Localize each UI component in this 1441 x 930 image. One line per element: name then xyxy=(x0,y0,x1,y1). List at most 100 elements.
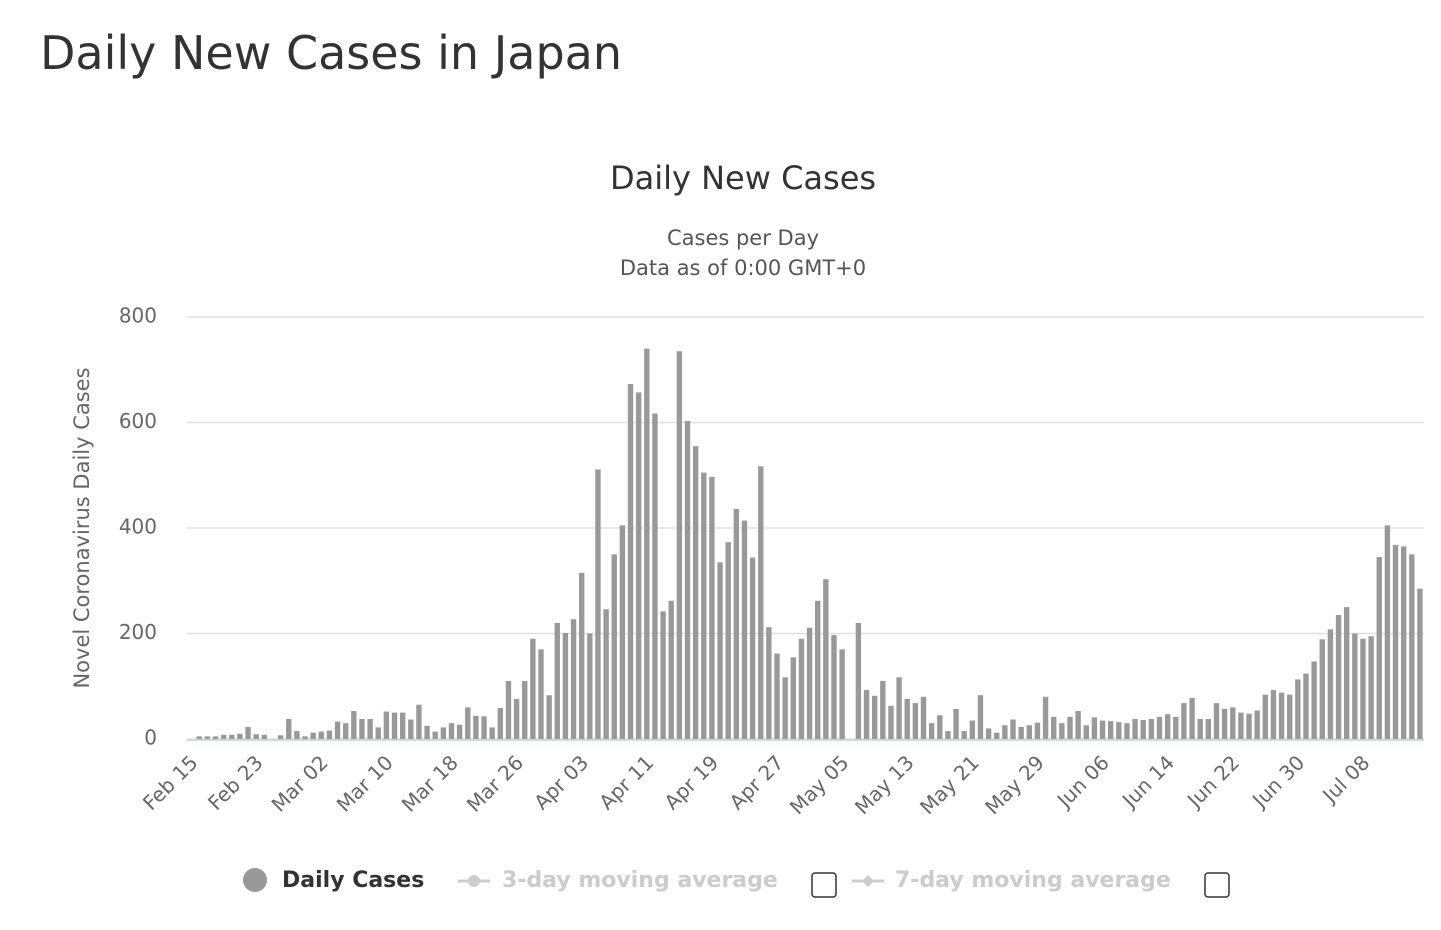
checkbox[interactable] xyxy=(1204,872,1230,898)
bar xyxy=(253,734,259,739)
bar xyxy=(1230,707,1236,739)
bar xyxy=(1344,607,1350,739)
bar xyxy=(424,725,430,739)
bar xyxy=(1132,718,1138,739)
bar xyxy=(1173,716,1179,739)
bar xyxy=(619,525,626,739)
x-tick-label: Jun 22 xyxy=(1181,750,1244,813)
bar xyxy=(1205,718,1212,739)
bar xyxy=(212,736,219,739)
bar xyxy=(896,677,902,739)
bar xyxy=(440,727,447,739)
bar xyxy=(1156,716,1163,739)
bar xyxy=(1181,703,1187,739)
checkbox[interactable] xyxy=(811,872,837,898)
x-tick-label: Feb 23 xyxy=(203,750,268,815)
y-tick-label: 600 xyxy=(119,409,157,433)
bar xyxy=(1295,679,1301,739)
bar xyxy=(1124,723,1130,739)
bar xyxy=(815,600,821,739)
x-tick-label: May 21 xyxy=(915,750,984,819)
chart-subtitle: Data as of 0:00 GMT+0 xyxy=(620,256,866,280)
bar xyxy=(961,731,967,739)
bar xyxy=(855,622,862,739)
bar xyxy=(823,579,829,739)
bar xyxy=(1107,721,1114,739)
bar xyxy=(302,736,308,739)
bar xyxy=(831,635,837,739)
bar xyxy=(880,680,886,739)
legend-label[interactable]: 3-day moving average xyxy=(502,868,778,893)
y-axis-label: Novel Coronavirus Daily Cases xyxy=(70,367,94,688)
bar xyxy=(969,720,976,739)
bar xyxy=(627,383,634,739)
bar xyxy=(1270,689,1277,739)
legend-marker[interactable] xyxy=(862,875,874,887)
legend-marker[interactable] xyxy=(468,875,480,887)
bar xyxy=(709,476,715,739)
x-tick-label: Apr 11 xyxy=(594,750,658,814)
bar xyxy=(375,727,381,739)
bar xyxy=(1376,557,1382,739)
bar xyxy=(351,711,357,739)
bar xyxy=(538,649,544,739)
bar xyxy=(1164,714,1171,739)
bar xyxy=(1067,716,1073,739)
bar xyxy=(863,689,870,739)
bar xyxy=(806,627,813,739)
x-tick-label: Apr 19 xyxy=(659,750,723,814)
bar xyxy=(570,619,577,739)
bar xyxy=(448,723,455,739)
bar xyxy=(1352,633,1358,739)
legend-label[interactable]: 7-day moving average xyxy=(895,868,1171,893)
bar xyxy=(937,715,943,739)
bar xyxy=(1034,722,1041,739)
bar xyxy=(1083,725,1089,739)
bar xyxy=(1075,711,1081,739)
bar xyxy=(220,734,227,739)
bar xyxy=(912,703,919,739)
bar xyxy=(237,733,243,739)
bar xyxy=(513,698,520,739)
x-tick-label: Mar 02 xyxy=(267,750,333,816)
bar xyxy=(774,653,780,739)
bar xyxy=(1026,725,1032,739)
bar xyxy=(579,572,585,739)
bar xyxy=(1368,636,1374,739)
x-tick-label: Feb 15 xyxy=(138,750,203,815)
bar xyxy=(530,638,536,739)
bar xyxy=(1262,694,1268,739)
bar xyxy=(1238,712,1244,739)
bar xyxy=(1116,722,1122,739)
bar xyxy=(717,562,723,739)
bar xyxy=(749,557,756,739)
bar xyxy=(839,649,845,739)
bar xyxy=(676,351,683,739)
bar xyxy=(367,718,373,739)
bar xyxy=(920,696,927,739)
bar xyxy=(286,718,292,739)
bar xyxy=(1189,697,1195,739)
bar xyxy=(725,542,731,739)
bar xyxy=(1360,638,1366,739)
bar xyxy=(595,469,601,739)
bar xyxy=(684,420,691,739)
page-title: Daily New Cases in Japan xyxy=(40,26,622,80)
legend-label[interactable]: Daily Cases xyxy=(282,868,424,893)
bar xyxy=(1417,588,1423,739)
bar xyxy=(660,611,666,739)
bar xyxy=(318,731,324,739)
bar xyxy=(497,707,504,739)
x-tick-label: Mar 10 xyxy=(332,750,398,816)
bar xyxy=(1287,694,1293,739)
x-tick-label: Apr 27 xyxy=(725,750,789,814)
bar xyxy=(456,724,463,739)
bar xyxy=(928,723,935,739)
legend-marker[interactable] xyxy=(243,868,267,892)
bar xyxy=(985,728,992,739)
bar xyxy=(229,734,235,739)
bar xyxy=(416,704,422,739)
bar xyxy=(904,698,910,739)
